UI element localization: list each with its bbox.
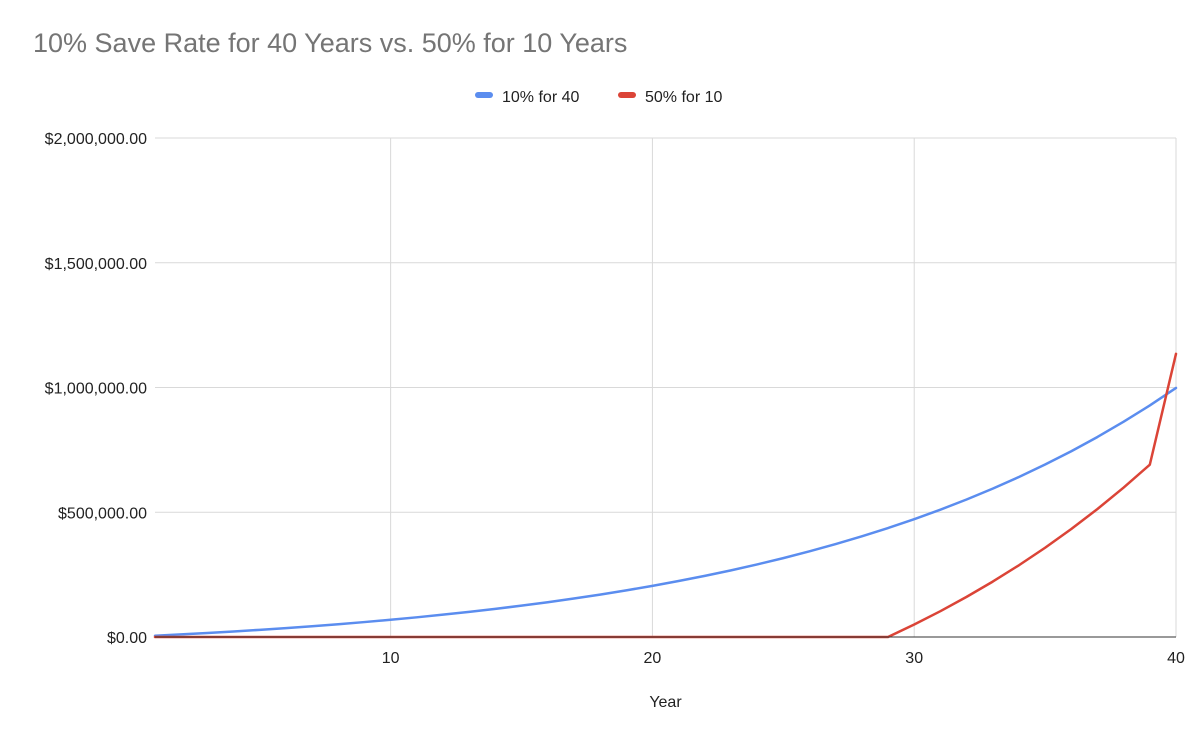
x-tick-label: 30 (905, 650, 923, 667)
x-axis-title: Year (649, 694, 682, 711)
y-tick-label: $1,500,000.00 (45, 256, 147, 273)
x-tick-label: 40 (1167, 650, 1185, 667)
legend-label-2: 50% for 10 (645, 89, 722, 106)
x-tick-label: 20 (644, 650, 662, 667)
series-line-2 (153, 352, 1178, 639)
y-tick-label: $0.00 (107, 630, 147, 647)
y-tick-label: $2,000,000.00 (45, 131, 147, 148)
y-tick-label: $1,000,000.00 (45, 381, 147, 398)
chart-title: 10% Save Rate for 40 Years vs. 50% for 1… (33, 28, 628, 58)
legend-key-1 (475, 92, 493, 98)
legend-key-2 (618, 92, 636, 98)
y-tick-label: $500,000.00 (58, 505, 147, 522)
series-line-1 (153, 386, 1178, 637)
legend-label-1: 10% for 40 (502, 89, 579, 106)
x-tick-label: 10 (382, 650, 400, 667)
